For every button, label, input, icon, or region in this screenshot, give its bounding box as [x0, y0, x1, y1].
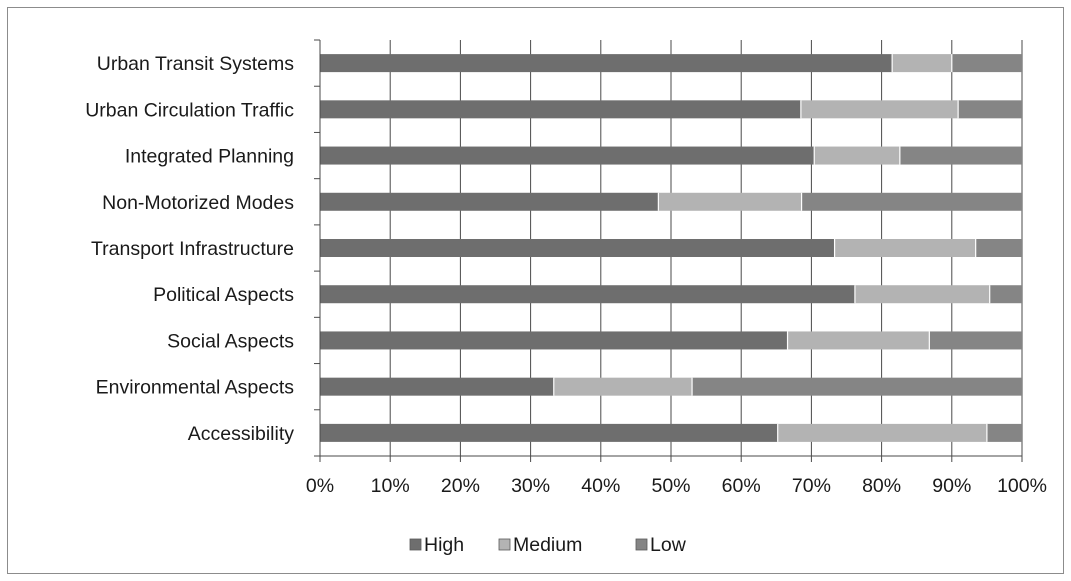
legend-swatch-medium	[498, 538, 511, 551]
category-label: Accessibility	[188, 423, 294, 445]
bar-low	[951, 54, 1022, 73]
category-label: Non-Motorized Modes	[102, 192, 294, 214]
bar-high	[320, 423, 778, 442]
category-label: Urban Circulation Traffic	[85, 99, 294, 121]
bar-medium	[777, 423, 987, 442]
legend: High Medium Low	[409, 534, 687, 556]
bar-high	[320, 331, 788, 350]
category-label: Political Aspects	[153, 284, 294, 306]
x-tick-label: 30%	[511, 475, 550, 497]
bar-high	[320, 100, 801, 119]
x-tick-label: 40%	[581, 475, 620, 497]
bar-low	[989, 285, 1022, 304]
x-tick-label: 50%	[651, 475, 690, 497]
bar-high	[320, 146, 815, 165]
x-tick-label: 100%	[997, 475, 1047, 497]
axes	[314, 39, 1023, 462]
x-tick-label: 90%	[932, 475, 971, 497]
x-tick-label: 10%	[371, 475, 410, 497]
bar-high	[320, 377, 554, 396]
bar-low	[899, 146, 1022, 165]
bar-low	[692, 377, 1022, 396]
x-tick-label: 60%	[722, 475, 761, 497]
x-tick-label: 20%	[441, 475, 480, 497]
bar-high	[320, 285, 855, 304]
legend-swatch-high	[409, 538, 422, 551]
bar-medium	[814, 146, 900, 165]
bar-medium	[658, 192, 802, 211]
bar-medium	[854, 285, 990, 304]
legend-label-low: Low	[650, 534, 687, 556]
category-label: Integrated Planning	[125, 146, 294, 168]
bar-low	[975, 239, 1022, 257]
bar-low	[801, 192, 1022, 211]
bar-low	[958, 100, 1022, 119]
x-tick-label: 70%	[792, 475, 831, 497]
bar-high	[320, 192, 659, 211]
category-label: Transport Infrastructure	[91, 238, 294, 260]
category-labels: Urban Transit Systems Urban Circulation T…	[85, 53, 294, 445]
bar-medium	[787, 331, 930, 350]
bars	[320, 54, 1022, 442]
category-label: Environmental Aspects	[96, 377, 295, 399]
bar-medium	[553, 377, 693, 396]
bar-medium	[892, 54, 952, 73]
bar-high	[320, 239, 835, 257]
bar-low	[929, 331, 1022, 350]
x-tick-labels: 0% 10% 20% 30% 40% 50% 60% 70% 80% 90% 100%	[306, 475, 1047, 497]
category-label: Social Aspects	[167, 330, 294, 352]
legend-label-medium: Medium	[513, 534, 582, 556]
legend-label-high: High	[424, 534, 464, 556]
x-tick-label: 0%	[306, 475, 334, 497]
legend-swatch-low	[635, 538, 648, 551]
bar-medium	[834, 239, 976, 257]
bar-low	[986, 423, 1022, 442]
bar-high	[320, 54, 893, 73]
bar-medium	[800, 100, 959, 119]
category-label: Urban Transit Systems	[97, 53, 294, 75]
x-tick-label: 80%	[862, 475, 901, 497]
